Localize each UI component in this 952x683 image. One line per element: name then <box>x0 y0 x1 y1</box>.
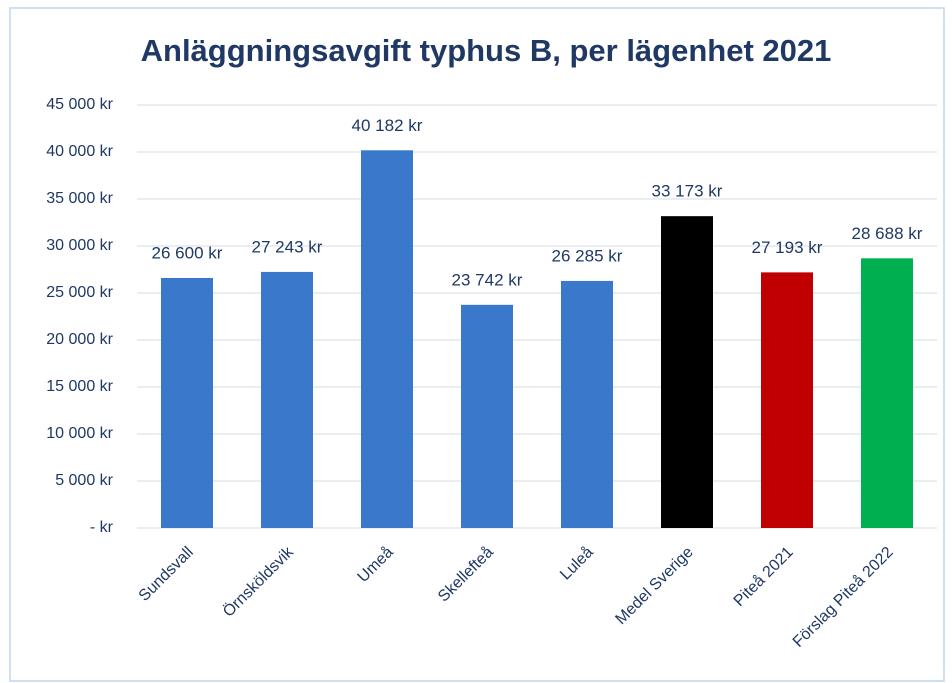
bar <box>261 271 313 528</box>
data-label: 26 600 kr <box>152 243 223 262</box>
y-tick-label: 15 000 kr <box>46 378 113 395</box>
y-tick-label: 25 000 kr <box>46 284 113 301</box>
data-label: 33 173 kr <box>652 182 723 201</box>
chart-title: Anläggningsavgift typhus B, per lägenhet… <box>141 33 832 68</box>
data-label: 26 285 kr <box>552 246 623 265</box>
data-label: 28 688 kr <box>852 224 923 243</box>
y-tick-label: 20 000 kr <box>46 331 113 348</box>
y-tick-label: 30 000 kr <box>46 237 113 254</box>
y-tick-label: 45 000 kr <box>46 96 113 113</box>
data-label: 23 742 kr <box>452 270 523 289</box>
bar <box>861 258 913 528</box>
y-tick-label: 40 000 kr <box>46 143 113 160</box>
bar <box>761 272 813 528</box>
y-tick-label: 10 000 kr <box>46 425 113 442</box>
y-tick-label: - kr <box>90 519 114 536</box>
bar <box>361 150 413 529</box>
bar <box>661 216 713 528</box>
bar <box>161 277 213 528</box>
bar <box>461 304 513 528</box>
y-tick-label: 5 000 kr <box>55 472 113 489</box>
data-label: 40 182 kr <box>352 116 423 135</box>
data-label: 27 243 kr <box>252 237 323 256</box>
bar <box>561 280 613 528</box>
y-tick-label: 35 000 kr <box>46 190 113 207</box>
data-label: 27 193 kr <box>752 238 823 257</box>
